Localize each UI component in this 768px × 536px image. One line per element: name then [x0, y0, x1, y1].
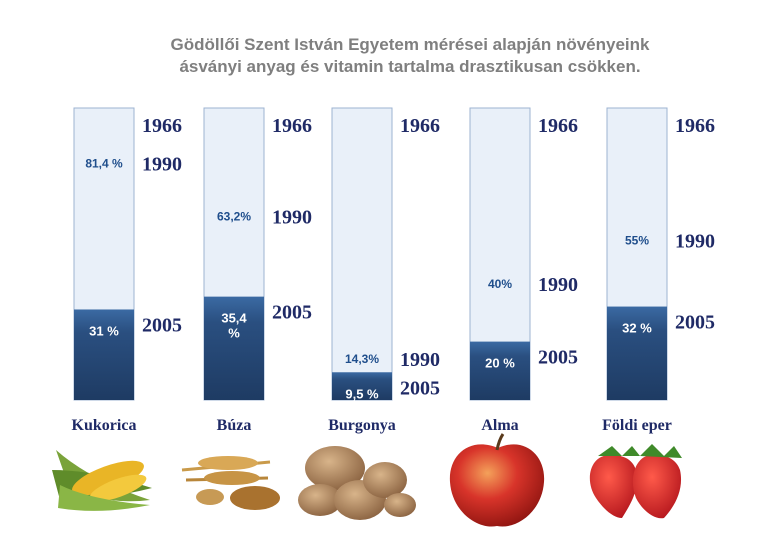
category-label-foldi-eper: Földi eper	[602, 417, 672, 434]
bar-group-buza: 63,2% 35,4 % 1966 1990 2005 Búza	[203, 107, 312, 434]
year-label-2005-kukorica: 2005	[142, 314, 182, 336]
bar-group-alma: 40% 20 % 1966 1990 2005 Alma	[469, 107, 578, 434]
corn-picture	[52, 450, 152, 511]
year-label-1966-alma: 1966	[538, 115, 578, 137]
chart-title: Gödöllői Szent István Egyetem mérései al…	[110, 34, 710, 78]
year-label-1990-foldi-eper: 1990	[675, 230, 715, 252]
bar-group-burgonya: 14,3% 9,5 % 1966 1990 2005 Burgonya	[328, 107, 440, 434]
bar-2005-buza	[204, 296, 264, 400]
wheat-picture	[181, 456, 280, 510]
year-label-2005-foldi-eper: 2005	[675, 312, 715, 334]
title-line-2: ásványi anyag és vitamin tartalma draszt…	[179, 57, 641, 76]
label-2005-value-foldi-eper: 32 %	[622, 321, 652, 336]
category-label-buza: Búza	[217, 417, 252, 434]
year-label-1966-kukorica: 1966	[142, 115, 182, 137]
year-label-1966-foldi-eper: 1966	[675, 115, 715, 137]
title-line-1: Gödöllői Szent István Egyetem mérései al…	[170, 35, 650, 54]
category-label-burgonya: Burgonya	[328, 417, 396, 434]
bar-2005-foldi-eper	[607, 306, 667, 400]
label-1990-value-buza: 63,2%	[217, 209, 251, 223]
label-1990-value-foldi-eper: 55%	[625, 233, 649, 247]
label-2005-value-alma: 20 %	[485, 356, 515, 371]
year-label-2005-buza: 2005	[272, 302, 312, 324]
year-label-1966-buza: 1966	[272, 115, 312, 137]
label-1990-value-burgonya: 14,3%	[345, 352, 379, 366]
apple-picture	[449, 433, 545, 527]
strawberry-picture	[589, 444, 682, 519]
crop-pictures	[52, 433, 682, 527]
year-label-2005-burgonya: 2005	[400, 377, 440, 399]
bar-2005-burgonya	[332, 372, 392, 400]
label-1990-value-kukorica: 81,4 %	[85, 156, 123, 170]
potato-picture	[298, 446, 416, 520]
bar-2005-alma	[470, 341, 530, 400]
category-label-alma: Alma	[481, 417, 518, 434]
year-label-1990-alma: 1990	[538, 274, 578, 296]
category-label-kukorica: Kukorica	[72, 417, 137, 434]
bar-group-foldi-eper: 55% 32 % 1966 1990 2005 Földi eper	[602, 107, 715, 434]
year-label-2005-alma: 2005	[538, 347, 578, 369]
bar-2005-kukorica	[74, 309, 134, 400]
year-label-1990-kukorica: 1990	[142, 153, 182, 175]
label-2005-value-burgonya: 9,5 %	[345, 386, 379, 401]
bar-1966-burgonya	[331, 107, 393, 401]
year-label-1990-burgonya: 1990	[400, 349, 440, 371]
bar-group-kukorica: 81,4 % 31 % 1966 1990 2005 Kukorica	[72, 107, 182, 434]
label-1990-value-alma: 40%	[488, 277, 512, 291]
year-label-1990-buza: 1990	[272, 206, 312, 228]
label-2005-value-buza: 35,4%	[221, 311, 247, 341]
label-2005-value-kukorica: 31 %	[89, 323, 119, 338]
year-label-1966-burgonya: 1966	[400, 115, 440, 137]
